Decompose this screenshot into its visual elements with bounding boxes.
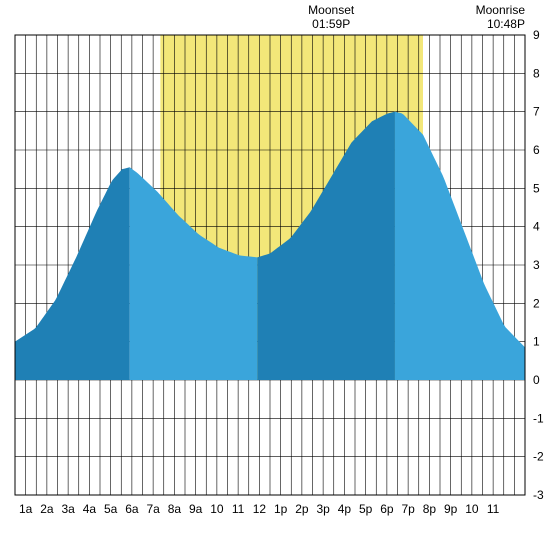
y-tick-label: 4 [533,220,540,234]
y-tick-label: 3 [533,258,540,272]
x-tick-label: 4p [338,502,352,516]
x-tick-label: 10 [210,502,224,516]
top-label-time-1: 10:48P [487,17,525,31]
x-tick-label: 3a [61,502,75,516]
x-tick-label: 6p [380,502,394,516]
x-tick-label: 6a [125,502,139,516]
y-tick-label: 7 [533,105,540,119]
top-label-title-1: Moonrise [476,3,526,17]
x-tick-label: 8p [423,502,437,516]
y-tick-label: 6 [533,143,540,157]
y-tick-label: 9 [533,28,540,42]
y-tick-label: 2 [533,296,540,310]
y-tick-label: -3 [533,488,544,502]
x-tick-label: 1a [19,502,33,516]
x-tick-label: 7a [146,502,160,516]
x-tick-label: 5a [104,502,118,516]
x-tick-label: 2p [295,502,309,516]
tide-chart: -3-2-101234567891a2a3a4a5a6a7a8a9a101112… [0,0,550,550]
y-tick-label: 1 [533,335,540,349]
x-tick-label: 8a [168,502,182,516]
y-tick-label: 8 [533,66,540,80]
x-tick-label: 1p [274,502,288,516]
x-tick-label: 10 [465,502,479,516]
top-label-title-0: Moonset [308,3,355,17]
x-tick-label: 7p [401,502,415,516]
x-tick-label: 9p [444,502,458,516]
x-tick-label: 9a [189,502,203,516]
top-label-time-0: 01:59P [312,17,350,31]
x-tick-label: 2a [40,502,54,516]
x-tick-label: 11 [487,502,500,516]
x-tick-label: 5p [359,502,373,516]
x-tick-label: 3p [316,502,330,516]
x-tick-label: 4a [83,502,97,516]
y-tick-label: 0 [533,373,540,387]
x-tick-label: 11 [232,502,245,516]
chart-svg: -3-2-101234567891a2a3a4a5a6a7a8a9a101112… [0,0,550,550]
y-tick-label: -1 [533,411,544,425]
y-tick-label: 5 [533,181,540,195]
x-tick-label: 12 [253,502,267,516]
y-tick-label: -2 [533,450,544,464]
